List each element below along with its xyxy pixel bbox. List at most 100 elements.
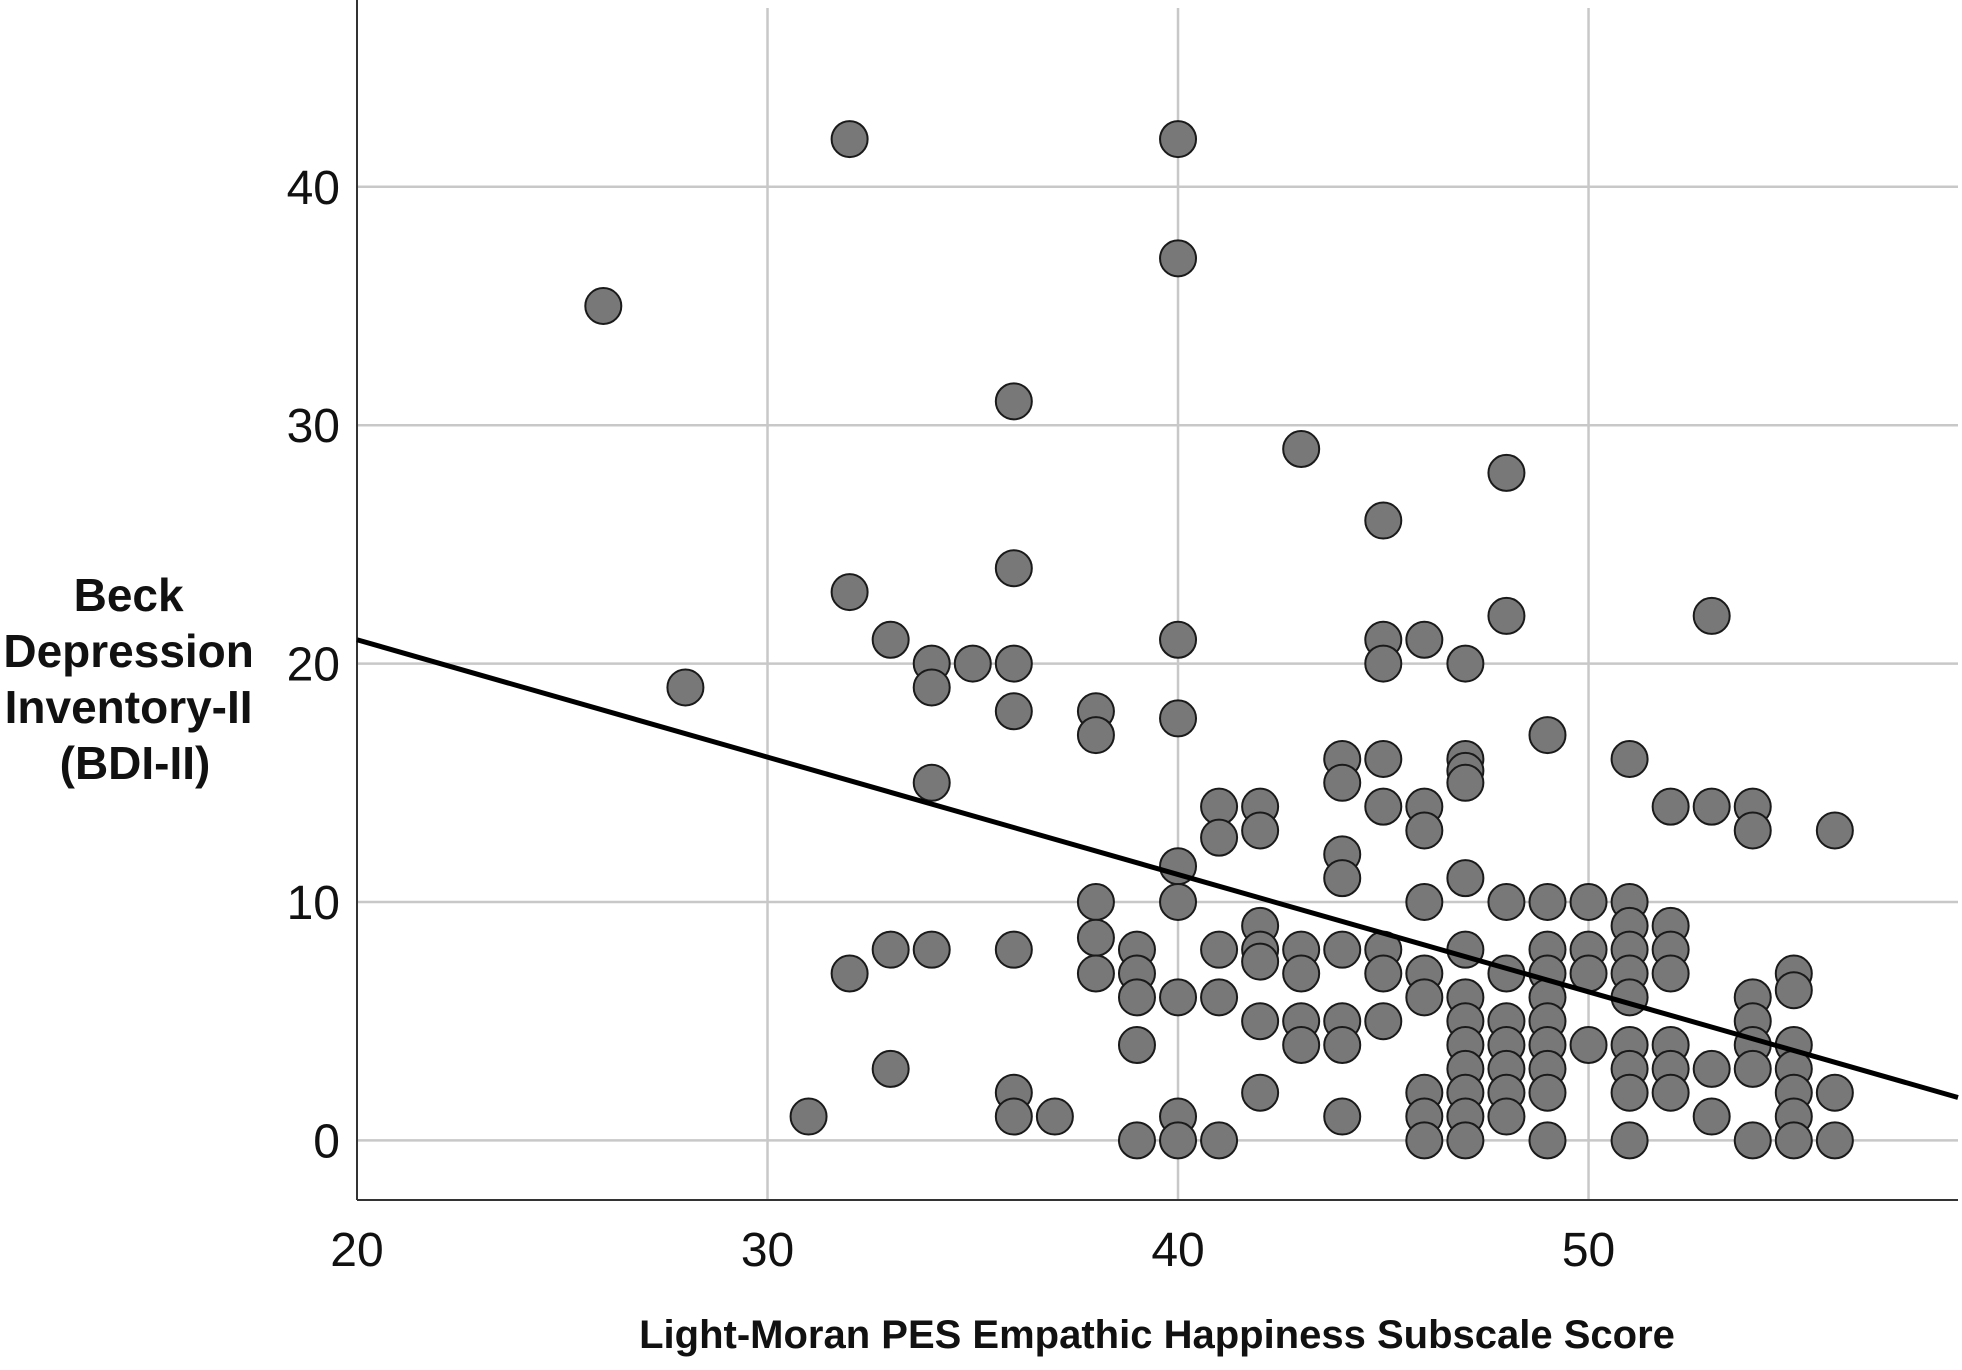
data-point bbox=[1282, 1026, 1321, 1065]
data-point bbox=[1610, 739, 1649, 778]
data-point bbox=[1323, 930, 1362, 969]
data-point bbox=[871, 620, 910, 659]
y-axis-label: Beck Depression Inventory-II (BDI-II) bbox=[3, 569, 266, 789]
data-point bbox=[1651, 954, 1690, 993]
data-point bbox=[1692, 1049, 1731, 1088]
data-point bbox=[1528, 1121, 1567, 1160]
data-point bbox=[1446, 644, 1485, 683]
fit-line bbox=[356, 637, 1959, 1100]
y-tick-label: 10 bbox=[287, 877, 340, 930]
data-point bbox=[1446, 859, 1485, 898]
data-point bbox=[994, 644, 1033, 683]
data-point bbox=[1323, 1026, 1362, 1065]
data-point bbox=[1528, 1073, 1567, 1112]
data-point bbox=[1241, 1073, 1280, 1112]
data-point bbox=[1117, 978, 1156, 1017]
data-point bbox=[1117, 1121, 1156, 1160]
data-point bbox=[789, 1097, 828, 1136]
data-point bbox=[871, 1049, 910, 1088]
data-point bbox=[1651, 787, 1690, 826]
data-point bbox=[1487, 596, 1526, 635]
y-axis-label-line: Inventory-II bbox=[5, 681, 253, 733]
data-point bbox=[1569, 1026, 1608, 1065]
data-point bbox=[1076, 716, 1115, 755]
data-point bbox=[1569, 883, 1608, 921]
y-tick-label: 20 bbox=[287, 639, 340, 692]
data-point bbox=[1610, 1073, 1649, 1112]
data-point bbox=[1076, 918, 1115, 957]
data-point bbox=[666, 668, 705, 707]
data-point bbox=[1200, 818, 1239, 857]
data-point bbox=[1159, 120, 1198, 159]
data-point bbox=[912, 668, 951, 707]
data-point bbox=[953, 644, 992, 683]
data-point bbox=[1159, 883, 1198, 921]
data-point bbox=[1117, 1026, 1156, 1065]
data-point bbox=[1528, 716, 1567, 755]
y-axis-label-line: (BDI-II) bbox=[60, 737, 211, 789]
data-point bbox=[1159, 239, 1198, 278]
data-point bbox=[1076, 883, 1115, 921]
data-point bbox=[1815, 1121, 1854, 1160]
data-point bbox=[1692, 787, 1731, 826]
data-point bbox=[1774, 971, 1813, 1010]
data-points bbox=[584, 120, 1854, 1160]
data-point bbox=[1035, 1097, 1074, 1136]
data-point bbox=[912, 763, 951, 802]
y-axis-label-line: Beck bbox=[74, 569, 184, 621]
x-tick-label: 50 bbox=[1562, 1224, 1615, 1277]
data-point bbox=[1610, 1121, 1649, 1160]
data-point bbox=[1282, 954, 1321, 993]
data-point bbox=[1200, 1121, 1239, 1160]
data-point bbox=[1487, 453, 1526, 492]
data-point bbox=[1733, 811, 1772, 850]
data-point bbox=[1323, 1097, 1362, 1136]
x-tick-label: 20 bbox=[330, 1224, 383, 1277]
data-point bbox=[1364, 739, 1403, 778]
data-point bbox=[1528, 883, 1567, 921]
data-point bbox=[830, 573, 869, 612]
fit-line-group bbox=[356, 637, 1959, 1100]
y-tick-label: 40 bbox=[287, 162, 340, 215]
data-point bbox=[1405, 811, 1444, 850]
data-point bbox=[1159, 978, 1198, 1017]
data-point bbox=[1159, 1121, 1198, 1160]
data-point bbox=[1364, 954, 1403, 993]
data-point bbox=[1446, 763, 1485, 802]
data-point bbox=[1200, 978, 1239, 1017]
data-point bbox=[1076, 954, 1115, 993]
data-point bbox=[1364, 501, 1403, 540]
data-point bbox=[1692, 596, 1731, 635]
data-point bbox=[1405, 883, 1444, 921]
data-point bbox=[1815, 811, 1854, 850]
data-point bbox=[1364, 787, 1403, 826]
data-point bbox=[1241, 942, 1280, 981]
data-point bbox=[994, 549, 1033, 588]
data-point bbox=[1364, 644, 1403, 683]
data-point bbox=[584, 287, 623, 325]
data-point bbox=[912, 930, 951, 969]
y-tick-label: 30 bbox=[287, 400, 340, 453]
data-point bbox=[1815, 1073, 1854, 1112]
data-point bbox=[830, 954, 869, 993]
data-point bbox=[1405, 620, 1444, 659]
data-point bbox=[1241, 1002, 1280, 1041]
data-point bbox=[1446, 1121, 1485, 1160]
data-point bbox=[1159, 699, 1198, 738]
data-point bbox=[1200, 930, 1239, 969]
x-axis-label: Light-Moran PES Empathic Happiness Subsc… bbox=[639, 1313, 1675, 1357]
data-point bbox=[994, 692, 1033, 731]
data-point bbox=[1159, 620, 1198, 659]
x-tick-label: 40 bbox=[1151, 1224, 1204, 1277]
data-point bbox=[1733, 1049, 1772, 1088]
data-point bbox=[1733, 1121, 1772, 1160]
data-point bbox=[871, 930, 910, 969]
data-point bbox=[1364, 1002, 1403, 1041]
y-tick-label: 0 bbox=[313, 1115, 340, 1168]
data-point bbox=[1610, 978, 1649, 1017]
data-point bbox=[830, 120, 869, 159]
tick-labels: 20 30 40 50 0 10 20 30 40 bbox=[287, 162, 1616, 1277]
data-point bbox=[1692, 1097, 1731, 1136]
data-point bbox=[994, 1097, 1033, 1136]
